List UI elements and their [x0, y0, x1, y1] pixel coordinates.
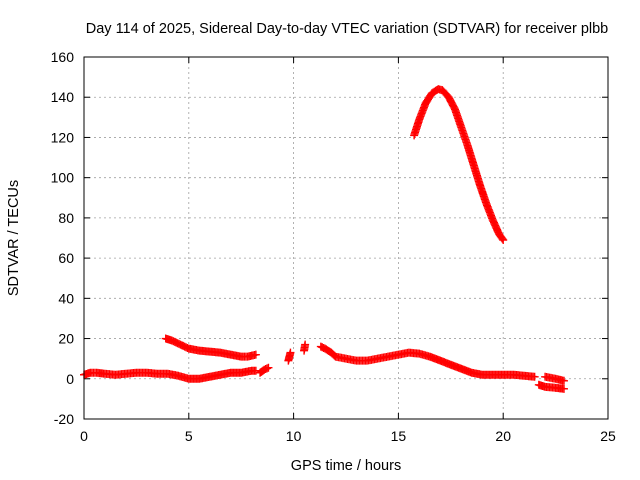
- y-tick-labels: -20 0 20 40 60 80 100 120 140 160: [51, 49, 75, 427]
- y-tick-label: 80: [58, 210, 74, 226]
- axis-ticks: [83, 56, 609, 420]
- y-tick-label: 20: [58, 331, 74, 347]
- data-points: [80, 85, 568, 393]
- x-tick-label: 10: [286, 428, 302, 444]
- y-tick-label: 0: [66, 371, 74, 387]
- data-point: [499, 236, 508, 245]
- data-point: [264, 363, 273, 372]
- x-tick-label: 0: [80, 428, 88, 444]
- data-point: [286, 348, 295, 357]
- y-tick-label: 160: [51, 49, 75, 65]
- y-tick-label: -20: [54, 411, 74, 427]
- y-tick-label: 120: [51, 129, 75, 145]
- data-point: [251, 350, 260, 359]
- data-point: [301, 340, 310, 349]
- x-tick-label: 25: [600, 428, 616, 444]
- y-axis-label: SDTVAR / TECUs: [6, 180, 22, 296]
- data-point: [559, 376, 568, 385]
- grid-lines: [84, 57, 608, 419]
- y-tick-label: 60: [58, 250, 74, 266]
- x-tick-label: 15: [391, 428, 407, 444]
- y-tick-label: 100: [51, 170, 75, 186]
- data-point: [530, 372, 539, 381]
- plot-frame: [83, 56, 609, 420]
- chart-title: Day 114 of 2025, Sidereal Day-to-day VTE…: [86, 21, 609, 37]
- x-tick-labels: 0 5 10 15 20 25: [80, 428, 616, 444]
- x-tick-label: 20: [495, 428, 511, 444]
- y-tick-label: 140: [51, 89, 75, 105]
- x-tick-label: 5: [185, 428, 193, 444]
- y-tick-label: 40: [58, 290, 74, 306]
- x-axis-label: GPS time / hours: [291, 458, 401, 474]
- data-point: [559, 384, 568, 393]
- data-point: [498, 234, 507, 243]
